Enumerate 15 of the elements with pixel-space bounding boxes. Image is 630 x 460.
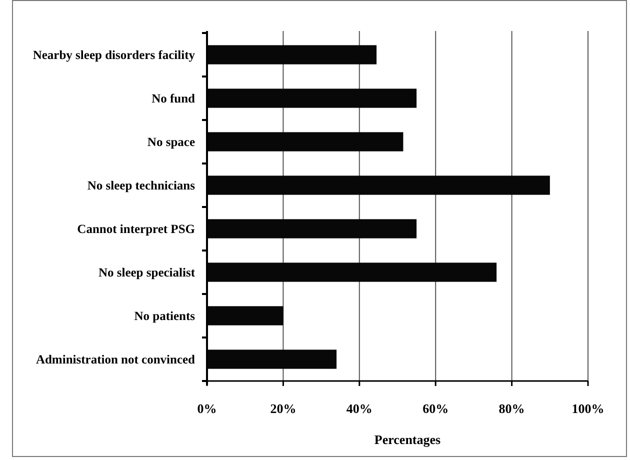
y-tick-label: Cannot interpret PSG [77, 222, 196, 236]
x-tick-label: 100% [572, 401, 604, 416]
x-tick-label: 20% [270, 401, 296, 416]
y-tick-label: No sleep technicians [87, 178, 196, 193]
y-tick-label: Administration not convinced [36, 352, 196, 367]
x-tick-label: 40% [346, 401, 372, 416]
y-tick-label: Nearby sleep disorders facility [32, 48, 196, 62]
x-tick-label: 60% [422, 401, 449, 416]
y-tick-label: No sleep specialist [98, 266, 196, 280]
y-tick-label: No fund [152, 92, 196, 106]
y-tick-label: No patients [134, 309, 196, 324]
x-axis-title: Percentages [374, 432, 441, 447]
y-tick-label: No space [147, 135, 196, 150]
x-tick-label: 80% [498, 401, 525, 416]
x-tick-label: 0% [197, 401, 217, 416]
